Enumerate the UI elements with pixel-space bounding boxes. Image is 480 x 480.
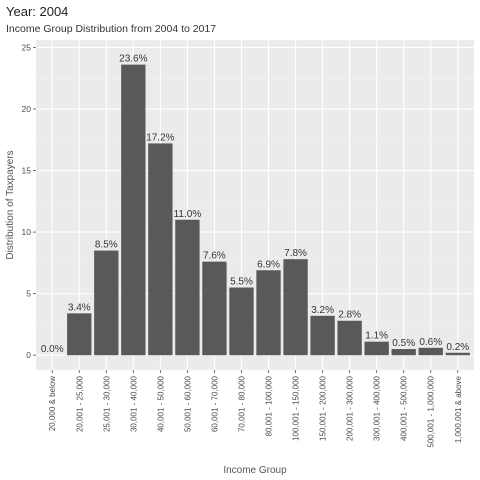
bar: [121, 64, 146, 356]
y-tick-label: 5: [26, 289, 31, 299]
x-tick-label: 200,001 - 300,000: [346, 375, 355, 440]
x-tick-label: 150,001 - 200,000: [319, 375, 328, 440]
y-axis: 0 5 10 15 20 25: [22, 42, 36, 360]
data-label: 7.6%: [203, 251, 226, 262]
y-tick-label: 25: [22, 42, 32, 52]
chart-title: Year: 2004: [6, 4, 68, 19]
bar: [391, 349, 416, 356]
data-label: 3.2%: [311, 305, 334, 316]
data-label: 6.9%: [257, 259, 280, 270]
x-tick-label: 1,000,001 & above: [454, 375, 463, 443]
data-label: 0.6%: [419, 337, 442, 348]
y-tick-label: 10: [22, 227, 32, 237]
bar: [445, 352, 470, 356]
x-tick-label: 80,001 - 100,000: [265, 375, 274, 436]
x-axis: 20,000 & below 20,001 - 25,000 25,001 - 30…: [48, 370, 463, 448]
data-label: 0.5%: [392, 338, 415, 349]
y-axis-title: Distribution of Taxpayers: [5, 150, 16, 259]
x-tick-label: 400,001 - 500,000: [400, 375, 409, 440]
x-tick-label: 500,001 - 1,000,000: [427, 375, 436, 447]
data-label: 0.2%: [446, 342, 469, 353]
bar: [175, 219, 200, 356]
x-tick-label: 50,001 - 60,000: [183, 375, 192, 432]
bar: [310, 315, 335, 356]
data-label: 17.2%: [146, 132, 174, 143]
data-label: 0.0%: [41, 344, 64, 355]
y-tick-label: 15: [22, 166, 32, 176]
bar: [202, 261, 227, 356]
data-label: 8.5%: [95, 240, 118, 251]
data-labels: 0.0% 3.4% 8.5% 23.6% 17.2% 11.0% 7.6% 5.5% 6.9% 7…: [41, 54, 469, 356]
data-label: 2.8%: [338, 310, 361, 321]
x-tick-label: 100,001 - 150,000: [292, 375, 301, 440]
bars: [67, 64, 470, 356]
x-tick-label: 20,001 - 25,000: [75, 375, 84, 432]
x-tick-label: 20,000 & below: [48, 376, 57, 431]
bar: [67, 313, 92, 356]
data-label: 3.4%: [68, 302, 91, 313]
chart-subtitle: Income Group Distribution from 2004 to 2…: [6, 23, 216, 35]
x-tick-label: 300,001 - 400,000: [373, 375, 382, 440]
data-label: 11.0%: [174, 209, 202, 220]
bar: [364, 341, 389, 356]
y-tick-label: 0: [26, 350, 31, 360]
y-tick-label: 20: [22, 104, 32, 114]
bar: [229, 287, 254, 356]
bar: [94, 250, 119, 356]
x-axis-title: Income Group: [223, 465, 287, 476]
x-tick-label: 70,001 - 80,000: [237, 375, 246, 432]
x-tick-label: 40,001 - 50,000: [156, 375, 165, 432]
bar: [418, 347, 443, 356]
bar: [148, 143, 173, 356]
data-label: 23.6%: [119, 54, 147, 65]
bar: [283, 259, 308, 356]
bar: [337, 320, 362, 356]
data-label: 5.5%: [230, 277, 253, 288]
x-tick-label: 60,001 - 70,000: [210, 375, 219, 432]
bar: [256, 270, 281, 356]
data-label: 1.1%: [365, 331, 388, 342]
x-tick-label: 25,001 - 30,000: [102, 375, 111, 432]
data-label: 7.8%: [284, 248, 307, 259]
x-tick-label: 30,001 - 40,000: [129, 375, 138, 432]
